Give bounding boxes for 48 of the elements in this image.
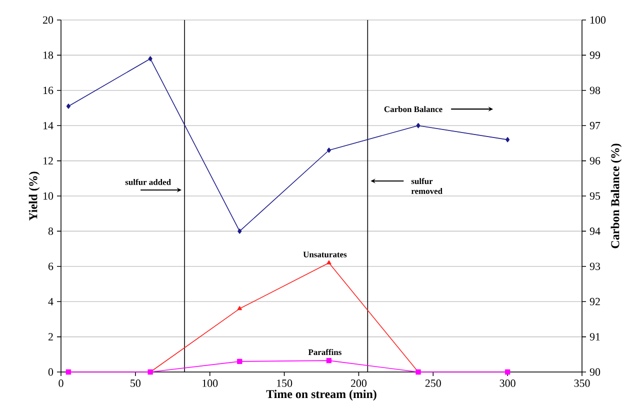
series-label: Carbon Balance [384, 106, 442, 112]
y2-tick-label: 97 [590, 122, 600, 130]
ref-line-label: sulfur removed [411, 178, 442, 194]
x-tick-label: 350 [574, 380, 590, 387]
y-tick-label: 2 [48, 333, 53, 340]
x-tick-label: 300 [500, 380, 516, 387]
x-tick-label: 100 [202, 380, 218, 387]
point [326, 148, 331, 153]
y2-tick-label: 93 [590, 262, 600, 270]
y-tick-label: 12 [43, 157, 53, 164]
x-tick-label: 250 [425, 380, 441, 387]
point [416, 123, 420, 128]
y2-tick-label: 94 [590, 228, 600, 235]
point [238, 228, 242, 234]
y2-tick-label: 95 [590, 192, 600, 200]
y-tick-label: 0 [48, 368, 54, 376]
point [504, 369, 510, 375]
y2-tick-label: 92 [590, 298, 600, 306]
y-tick-label: 8 [48, 228, 54, 235]
y-tick-label: 14 [43, 122, 54, 130]
y-tick-label: 20 [43, 16, 54, 24]
series-label: Unsaturates [303, 252, 347, 258]
x-tick-label: 0 [58, 380, 64, 387]
point [237, 358, 242, 364]
x-tick-label: 150 [277, 380, 292, 387]
point [66, 104, 70, 109]
point [326, 358, 332, 364]
point [148, 56, 152, 62]
y-axis-title: Yield (%) [28, 172, 40, 221]
y2-tick-label: 96 [590, 157, 600, 164]
y2-axis-title: Carbon Balance (%) [610, 144, 622, 248]
point [506, 137, 510, 142]
x-tick-label: 50 [130, 380, 140, 387]
y-tick-label: 4 [48, 298, 54, 306]
x-axis-title: Time on stream (min) [266, 390, 376, 401]
x-tick-label: 200 [350, 380, 367, 387]
y2-tick-label: 98 [590, 86, 600, 94]
series-label: Paraffins [308, 348, 342, 356]
y2-tick-label: 99 [590, 52, 600, 59]
y2-tick-label: 91 [590, 333, 600, 340]
y2-tick-label: 90 [590, 368, 600, 376]
y-tick-label: 10 [43, 192, 54, 200]
point [66, 369, 72, 375]
y2-tick-label: 100 [590, 16, 606, 24]
y-tick-label: 18 [43, 52, 54, 59]
y-tick-label: 6 [48, 262, 54, 270]
y-tick-label: 16 [43, 86, 54, 94]
ref-line-label: sulfur added [125, 178, 171, 186]
